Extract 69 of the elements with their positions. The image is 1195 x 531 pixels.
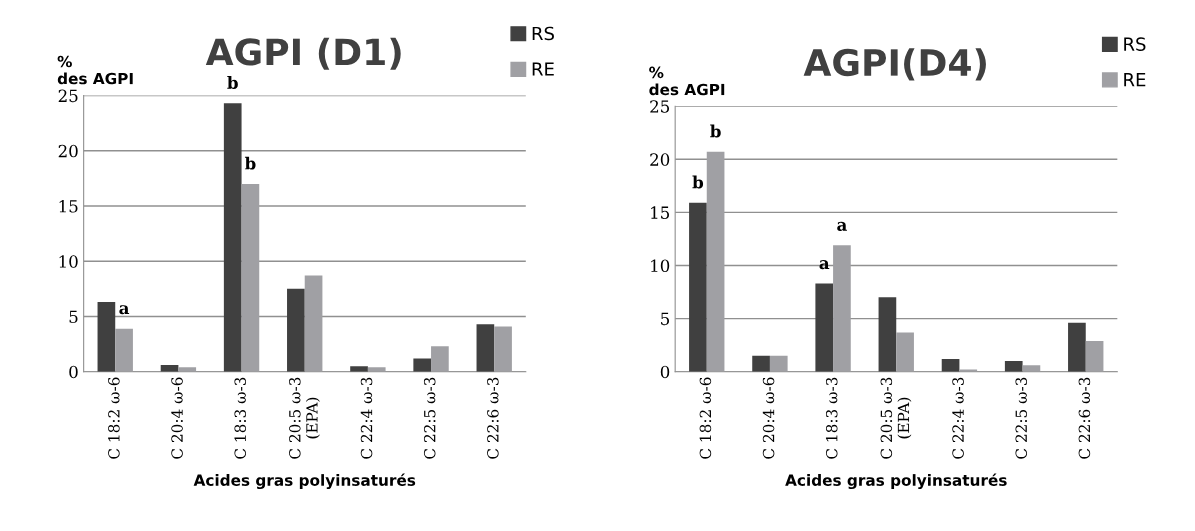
annotation: b: [710, 124, 721, 138]
bar: [350, 366, 368, 372]
bar: [706, 151, 725, 372]
x-tick-label: C 20:4 ω-6: [762, 377, 775, 459]
x-tick-label: C 22:5 ω-3: [423, 377, 436, 459]
y-tick-label: 0: [660, 365, 670, 379]
y-axis-title: % des AGPI: [649, 66, 725, 96]
bar: [115, 328, 133, 372]
x-tick-label: C 18:2 ω-6: [699, 377, 712, 459]
bar: [494, 326, 512, 372]
annotation: b: [692, 175, 704, 189]
bar: [241, 183, 260, 372]
x-tick-label: C 20:5 ω-3 (EPA): [289, 377, 320, 459]
y-tick-label: 5: [69, 310, 78, 324]
x-tick-label: C 22:4 ω-3: [360, 377, 373, 459]
y-tick-label: 20: [650, 153, 670, 166]
x-tick-label: C 20:4 ω-6: [171, 377, 183, 459]
bar: [367, 367, 386, 372]
chart-title: AGPI (D1): [205, 37, 401, 70]
y-tick-label: 10: [59, 255, 78, 268]
y-tick-label: 25: [58, 89, 78, 103]
x-axis-title: Acides gras polyinsaturés: [785, 473, 1007, 490]
annotation: b: [227, 76, 238, 89]
chart-title: AGPI(D4): [803, 48, 986, 81]
annotation: a: [837, 221, 847, 231]
bar: [97, 302, 116, 372]
x-tick-label: C 18:3 ω-3: [234, 377, 246, 459]
bar: [178, 367, 197, 372]
y-tick-label: 15: [59, 199, 78, 213]
bar: [1085, 340, 1104, 372]
bar: [833, 245, 851, 372]
x-tick-label: C 22:4 ω-3: [952, 377, 964, 459]
bar: [941, 358, 960, 372]
bar: [304, 275, 323, 372]
y-tick-label: 20: [58, 144, 78, 158]
bar: [752, 355, 770, 372]
x-tick-label: C 20:5 ω-3 (EPA): [880, 377, 912, 459]
bar: [413, 358, 432, 372]
y-tick-label: 10: [651, 259, 670, 273]
bar: [689, 202, 707, 372]
bar: [1004, 361, 1023, 372]
annotation: a: [819, 260, 830, 270]
annotation: a: [119, 305, 130, 315]
annotation: b: [244, 156, 256, 170]
bar: [476, 324, 495, 372]
bar: [223, 103, 242, 372]
legend-label: RS: [1124, 37, 1146, 51]
x-tick-label: C 18:3 ω-3: [825, 377, 838, 459]
x-tick-label: C 18:2 ω-6: [108, 377, 120, 459]
x-axis-title: Acides gras polyinsaturés: [193, 473, 416, 490]
x-tick-label: C 22:6 ω-3: [487, 377, 499, 459]
y-tick-label: 0: [69, 365, 78, 379]
y-tick-label: 25: [650, 100, 670, 113]
bar: [1022, 365, 1041, 372]
legend-label: RE: [1124, 73, 1146, 87]
y-tick-label: 15: [651, 206, 670, 219]
y-tick-label: 5: [661, 312, 670, 326]
x-tick-label: C 22:5 ω-3: [1015, 377, 1028, 459]
legend-label: RS: [532, 26, 554, 41]
legend-label: RE: [532, 62, 554, 76]
bar: [431, 346, 449, 372]
bar: [1068, 322, 1086, 372]
y-axis-title: % des AGPI: [57, 55, 133, 85]
bar: [287, 288, 305, 372]
bar: [896, 332, 914, 372]
bar: [878, 297, 897, 372]
x-tick-label: C 22:6 ω-3: [1078, 377, 1091, 459]
bar: [815, 283, 834, 372]
bar: [769, 355, 788, 372]
